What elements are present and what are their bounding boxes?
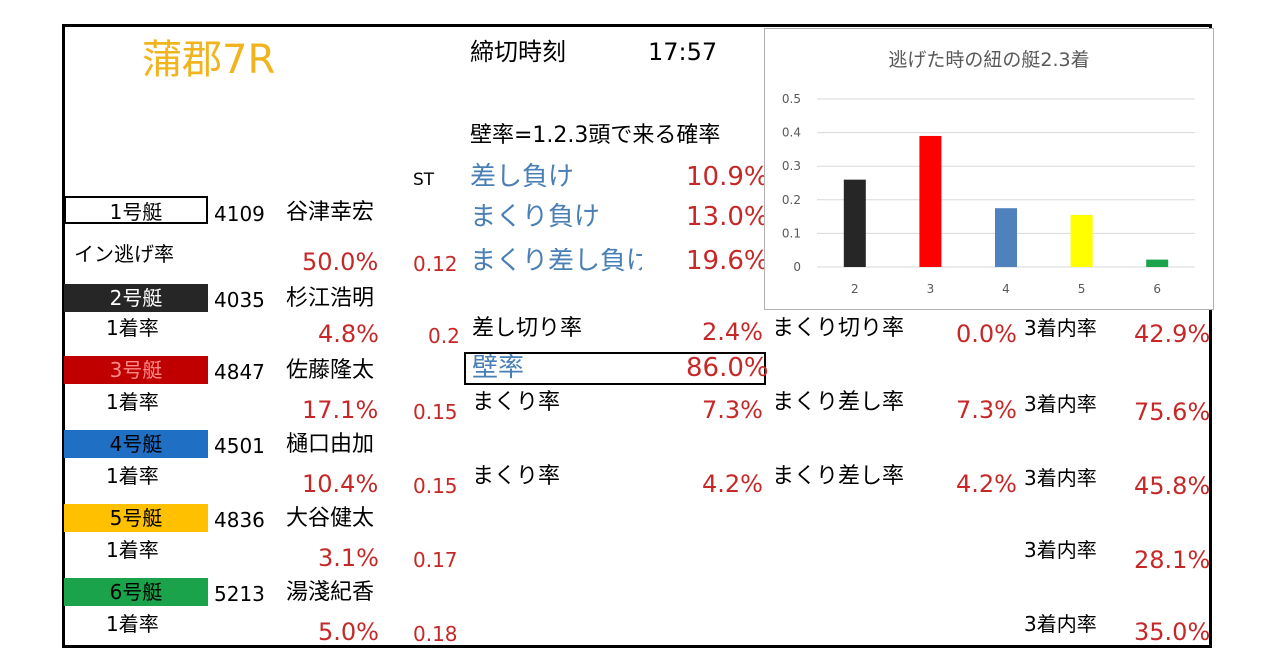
boat-3-top3-label: 3着内率 — [1024, 392, 1097, 416]
x-tick-label: 4 — [1002, 282, 1010, 296]
bar-3 — [919, 135, 942, 267]
boat-1-rate-label: イン逃げ率 — [74, 242, 174, 266]
boat-4-makurisashi-label: まくり差し率 — [772, 464, 905, 489]
boat-6-badge: 6号艇 — [64, 578, 208, 606]
y-tick-label: 0.5 — [782, 92, 801, 106]
race-title: 蒲郡7R — [142, 37, 276, 83]
boat-2-reg: 4035 — [214, 288, 265, 312]
race-panel — [62, 24, 1212, 648]
boat-1-badge: 1号艇 — [64, 196, 208, 224]
boat-2-st: 0.2 — [428, 324, 460, 348]
makuri-make-label: まくり負け — [470, 202, 601, 232]
boat-2-sashikiri-label: 差し切り率 — [472, 316, 583, 341]
x-tick-label: 2 — [851, 282, 859, 296]
boat-6-rate-label: 1着率 — [106, 612, 159, 636]
boat-6-reg: 5213 — [214, 582, 265, 606]
sashi-make-value: 10.9% — [686, 162, 769, 192]
boat-1-rate: 50.0% — [302, 248, 379, 276]
boat-6-st: 0.18 — [413, 622, 458, 646]
x-tick-label: 6 — [1153, 282, 1161, 296]
sashi-make-label: 差し負け — [470, 162, 575, 192]
bar-2 — [843, 179, 866, 267]
deadline-time: 17:57 — [648, 38, 718, 66]
boat-3-top3-value: 75.6% — [1134, 398, 1211, 426]
boat-5-badge: 5号艇 — [64, 504, 208, 532]
wall-heading: 壁率=1.2.3頭で来る確率 — [470, 123, 721, 148]
bar-6 — [1146, 259, 1169, 267]
boat-5-top3-value: 28.1% — [1134, 546, 1211, 574]
boat-2-rate: 4.8% — [318, 320, 379, 348]
y-tick-label: 0.2 — [782, 193, 801, 207]
bar-4 — [995, 208, 1017, 267]
boat-3-rate-label: 1着率 — [106, 390, 159, 414]
y-tick-label: 0.3 — [782, 159, 801, 173]
boat-5-rate-label: 1着率 — [106, 538, 159, 562]
boat-5-rate: 3.1% — [318, 544, 379, 572]
boat-3-makuri-value: 7.3% — [702, 396, 763, 424]
boat-1-st: 0.12 — [413, 252, 458, 276]
boat-2-top3-value: 42.9% — [1134, 320, 1211, 348]
boat-6-top3-label: 3着内率 — [1024, 612, 1097, 636]
boat-1-reg: 4109 — [214, 202, 265, 226]
boat-5-st: 0.17 — [413, 548, 458, 572]
boat-2-makurikiri-value: 0.0% — [956, 320, 1017, 348]
makuri-sashi-make-label: まくり差し負け — [470, 248, 642, 274]
bar-chart-svg: 逃げた時の紐の艇2.3着 0 0.1 0.2 0.3 0.4 0.5 2 3 4 5 6 — [782, 49, 1195, 296]
x-tick-label: 3 — [927, 282, 935, 296]
makuri-sashi-make-value: 19.6% — [686, 246, 769, 276]
boat-4-top3-value: 45.8% — [1134, 472, 1211, 500]
boat-5-top3-label: 3着内率 — [1024, 538, 1097, 562]
boat-4-rate-label: 1着率 — [106, 464, 159, 488]
boat-3-makuri-label: まくり率 — [472, 390, 561, 415]
boat-4-makurisashi-value: 4.2% — [956, 470, 1017, 498]
makuri-make-value: 13.0% — [686, 202, 769, 232]
boat-6-name: 湯淺紀香 — [286, 580, 375, 605]
boat-3-badge: 3号艇 — [64, 356, 208, 384]
y-tick-label: 0.1 — [782, 226, 801, 240]
boat-4-st: 0.15 — [413, 474, 458, 498]
boat-2-sashikiri-value: 2.4% — [702, 318, 763, 346]
y-tick-label: 0 — [793, 260, 801, 274]
boat-3-reg: 4847 — [214, 360, 265, 384]
boat-4-makuri-value: 4.2% — [702, 470, 763, 498]
y-tick-label: 0.4 — [782, 126, 801, 140]
boat-3-st: 0.15 — [413, 400, 458, 424]
boat-2-badge: 2号艇 — [64, 284, 208, 312]
boat-3-name: 佐藤隆太 — [286, 358, 375, 383]
boat-4-name: 樋口由加 — [286, 432, 375, 457]
deadline-label: 締切時刻 — [470, 38, 566, 66]
boat-4-badge: 4号艇 — [64, 430, 208, 458]
boat-2-makurikiri-label: まくり切り率 — [772, 316, 905, 341]
boat-6-top3-value: 35.0% — [1134, 618, 1211, 646]
wall-value: 86.0% — [686, 353, 769, 383]
wall-box — [464, 352, 766, 385]
boat-5-reg: 4836 — [214, 508, 265, 532]
boat-3-rate: 17.1% — [302, 396, 379, 424]
boat-2-top3-label: 3着内率 — [1024, 316, 1097, 340]
boat-4-rate: 10.4% — [302, 470, 379, 498]
boat-3-makurisashi-value: 7.3% — [956, 396, 1017, 424]
boat-1-name: 谷津幸宏 — [286, 200, 375, 225]
boat-6-rate: 5.0% — [318, 618, 379, 646]
bar-chart: 逃げた時の紐の艇2.3着 0 0.1 0.2 0.3 0.4 0.5 2 3 4 5 6 — [764, 28, 1214, 310]
boat-5-name: 大谷健太 — [286, 506, 375, 531]
st-header: ST — [413, 170, 435, 190]
boat-2-rate-label: 1着率 — [106, 316, 159, 340]
boat-4-top3-label: 3着内率 — [1024, 466, 1097, 490]
boat-2-name: 杉江浩明 — [286, 286, 375, 311]
wall-label: 壁率 — [472, 353, 525, 383]
boat-4-makuri-label: まくり率 — [472, 464, 561, 489]
x-tick-label: 5 — [1078, 282, 1086, 296]
bar-5 — [1070, 214, 1093, 267]
boat-3-makurisashi-label: まくり差し率 — [772, 390, 905, 415]
boat-4-reg: 4501 — [214, 434, 265, 458]
chart-title: 逃げた時の紐の艇2.3着 — [888, 49, 1089, 71]
